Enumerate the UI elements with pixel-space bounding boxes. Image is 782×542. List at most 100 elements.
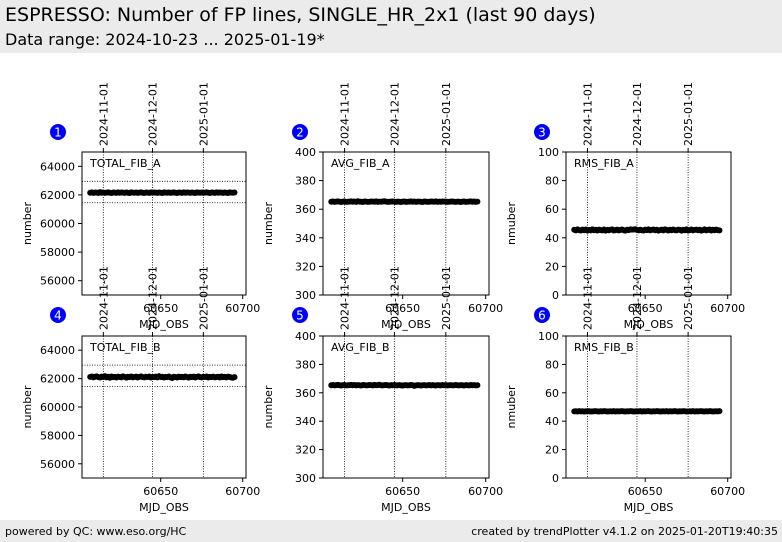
data-point — [474, 198, 481, 205]
y-tick-label: 0 — [552, 472, 559, 485]
y-tick-label: 300 — [295, 289, 316, 302]
x-axis-label: MJD_OBS — [624, 318, 674, 331]
panel-number-text: 6 — [538, 309, 546, 323]
data-point — [231, 374, 238, 381]
report-header: ESPRESSO: Number of FP lines, SINGLE_HR_… — [0, 0, 782, 53]
top-date-label: 2025-01-01 — [197, 266, 210, 330]
data-range-subtitle: Data range: 2024-10-23 ... 2025-01-19* — [5, 30, 325, 49]
top-date-label: 2025-01-01 — [440, 266, 453, 330]
plot-panel-1: 2024-11-01 2024-12-01 2025-01-01 56000 58000… — [21, 82, 260, 331]
plot-panel-3: 2024-11-01 2024-12-01 2025-01-01 0 20 40 60 80 1… — [505, 82, 745, 331]
x-axis-label: MJD_OBS — [139, 318, 189, 331]
x-axis-label: MJD_OBS — [624, 501, 674, 514]
top-date-label: 2024-11-01 — [339, 82, 352, 146]
y-tick-label: 80 — [545, 358, 559, 371]
y-axis-label: number — [262, 202, 275, 245]
plot-panel-6: 2024-11-01 2024-12-01 2025-01-010204060801… — [505, 266, 745, 514]
panel-label: AVG_FIB_A — [331, 157, 390, 170]
y-tick-label: 380 — [295, 358, 316, 371]
top-date-label: 2024-12-01 — [388, 266, 401, 330]
plot-frame — [565, 151, 732, 296]
x-axis-label: MJD_OBS — [381, 501, 431, 514]
plot-panel-5: 2024-11-01 2024-12-01 2025-01-01 300 320 340 3… — [262, 266, 503, 514]
panel-label: TOTAL_FIB_A — [89, 157, 161, 170]
data-point — [716, 227, 723, 234]
y-tick-label: 80 — [545, 175, 559, 188]
y-tick-label: 20 — [545, 260, 559, 273]
y-axis-label: nmuber — [505, 385, 518, 428]
x-axis-label: MJD_OBS — [381, 318, 431, 331]
plot-panel-4: 2024-11-01 2024-12-01 2025-01-01 56000 58000… — [21, 266, 260, 514]
panel-number-text: 5 — [296, 309, 304, 323]
panel-number-badge — [534, 124, 550, 140]
plot-frame — [565, 335, 732, 479]
top-date-label: 2024-11-01 — [581, 82, 594, 146]
panel-number-text: 1 — [54, 126, 62, 140]
x-tick-label: 60650 — [628, 302, 663, 315]
y-axis-label: nmuber — [505, 202, 518, 245]
x-tick-label: 60700 — [710, 485, 745, 498]
panel-number-text: 3 — [538, 126, 546, 140]
panel-label: TOTAL_FIB_B — [89, 341, 161, 354]
footer-powered-by: powered by QC: www.eso.org/HC — [5, 525, 187, 538]
top-date-label: 2025-01-01 — [440, 82, 453, 146]
y-tick-label: 56000 — [40, 275, 75, 288]
y-tick-label: 100 — [538, 330, 559, 343]
plot-frame — [81, 335, 247, 479]
x-tick-label: 60700 — [468, 302, 503, 315]
y-tick-label: 60000 — [40, 218, 75, 231]
data-point — [474, 382, 481, 389]
y-tick-label: 56000 — [40, 458, 75, 471]
x-tick-label: 60650 — [385, 485, 420, 498]
plot-frame — [322, 335, 490, 479]
x-tick-label: 60700 — [468, 485, 503, 498]
top-date-label: 2024-12-01 — [147, 82, 160, 146]
panel-label: RMS_FIB_B — [574, 341, 634, 354]
data-point — [716, 408, 723, 415]
y-tick-label: 0 — [552, 289, 559, 302]
panel-number-badge — [534, 307, 550, 323]
y-tick-label: 320 — [295, 260, 316, 273]
top-date-label: 2024-11-01 — [581, 266, 594, 330]
top-date-label: 2024-11-01 — [97, 82, 110, 146]
x-tick-label: 60650 — [385, 302, 420, 315]
plot-frame — [322, 151, 490, 296]
x-tick-label: 60650 — [143, 485, 178, 498]
y-tick-label: 20 — [545, 444, 559, 457]
y-tick-label: 300 — [295, 472, 316, 485]
y-tick-label: 340 — [295, 415, 316, 428]
top-date-label: 2024-12-01 — [388, 82, 401, 146]
plot-panel-2: 2024-11-01 2024-12-01 2025-01-01 300 320 340 3… — [262, 82, 503, 331]
y-axis-label: number — [262, 385, 275, 428]
y-tick-label: 60 — [545, 203, 559, 216]
x-tick-label: 60650 — [143, 302, 178, 315]
report-footer: powered by QC: www.eso.org/HC created by… — [0, 520, 782, 542]
y-axis-label: number — [21, 202, 34, 245]
y-tick-label: 360 — [295, 203, 316, 216]
panel-number-text: 2 — [296, 126, 304, 140]
y-tick-label: 62000 — [40, 189, 75, 202]
y-tick-label: 60 — [545, 387, 559, 400]
y-tick-label: 400 — [295, 146, 316, 159]
x-tick-label: 60700 — [225, 302, 260, 315]
y-tick-label: 64000 — [40, 344, 75, 357]
x-tick-label: 60700 — [710, 302, 745, 315]
top-date-label: 2024-12-01 — [631, 266, 644, 330]
panel-number-text: 4 — [54, 309, 62, 323]
data-point — [231, 189, 238, 196]
top-date-label: 2025-01-01 — [682, 266, 695, 330]
y-tick-label: 58000 — [40, 246, 75, 259]
x-tick-label: 60700 — [225, 485, 260, 498]
y-tick-label: 60000 — [40, 401, 75, 414]
y-tick-label: 380 — [295, 175, 316, 188]
x-tick-label: 60650 — [628, 485, 663, 498]
top-date-label: 2024-12-01 — [147, 266, 160, 330]
top-date-label: 2025-01-01 — [682, 82, 695, 146]
page-title: ESPRESSO: Number of FP lines, SINGLE_HR_… — [5, 4, 596, 26]
y-tick-label: 40 — [545, 415, 559, 428]
y-tick-label: 360 — [295, 387, 316, 400]
footer-created-by: created by trendPlotter v4.1.2 on 2025-0… — [471, 525, 778, 538]
x-axis-label: MJD_OBS — [139, 501, 189, 514]
panel-number-badge — [292, 124, 308, 140]
